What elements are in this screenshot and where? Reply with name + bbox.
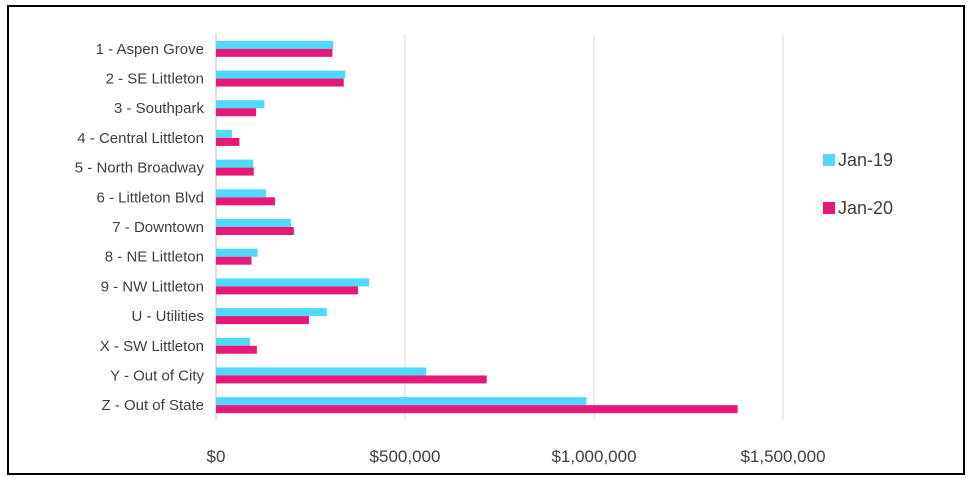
x-tick-label: $0	[207, 447, 226, 466]
bar-jan-20	[216, 375, 487, 384]
bar-jan-19	[216, 129, 232, 138]
bar-jan-19	[216, 189, 266, 198]
legend-swatch	[823, 202, 835, 214]
bar-jan-19	[216, 248, 258, 257]
category-label: X - SW Littleton	[100, 338, 204, 355]
bar-jan-20	[216, 137, 240, 146]
category-label: Y - Out of City	[110, 367, 204, 384]
category-label: 5 - North Broadway	[75, 160, 205, 177]
category-label: Z - Out of State	[101, 397, 204, 414]
bar-jan-19	[216, 219, 291, 227]
category-label: 1 - Aspen Grove	[96, 41, 204, 58]
bar-jan-20	[216, 345, 257, 354]
x-tick-label: $1,000,000	[551, 447, 636, 466]
category-label: 9 - NW Littleton	[101, 278, 204, 295]
bar-jan-20	[216, 286, 359, 295]
bar-jan-19	[216, 100, 265, 109]
category-label: 2 - SE Littleton	[106, 71, 204, 88]
bar-chart: $0 $500,000 $1,000,000 $1,500,000 1 - Aspen …	[75, 34, 893, 466]
x-tick-label: $500,000	[370, 447, 441, 466]
bar-jan-19	[216, 159, 254, 168]
legend-swatch	[823, 154, 835, 166]
bar-jan-19	[216, 278, 370, 287]
bar-jan-20	[216, 227, 294, 235]
category-label: U - Utilities	[131, 308, 204, 325]
bar-jan-19	[216, 367, 427, 376]
bar-jan-20	[216, 405, 738, 414]
chart-frame: $0 $500,000 $1,000,000 $1,500,000 1 - Aspen …	[7, 5, 965, 475]
x-tick-label: $1,500,000	[740, 447, 825, 466]
category-label: 4 - Central Littleton	[77, 130, 204, 147]
bar-jan-20	[216, 256, 252, 265]
bar-jan-20	[216, 78, 344, 87]
bar-jan-20	[216, 167, 254, 176]
legend-label: Jan-19	[838, 150, 893, 170]
bar-jan-19	[216, 40, 334, 49]
category-label: 3 - Southpark	[114, 100, 205, 117]
bar-jan-20	[216, 108, 257, 117]
bar-jan-20	[216, 197, 275, 206]
bar-jan-19	[216, 397, 587, 406]
category-label: 6 - Littleton Blvd	[96, 189, 204, 206]
bar-jan-19	[216, 337, 251, 346]
bar-jan-19	[216, 70, 346, 79]
category-label: 8 - NE Littleton	[105, 249, 204, 266]
category-label: 7 - Downtown	[112, 219, 204, 236]
bar-jan-20	[216, 316, 309, 325]
bar-jan-19	[216, 308, 327, 317]
bar-jan-20	[216, 48, 333, 57]
legend-label: Jan-20	[838, 198, 893, 218]
